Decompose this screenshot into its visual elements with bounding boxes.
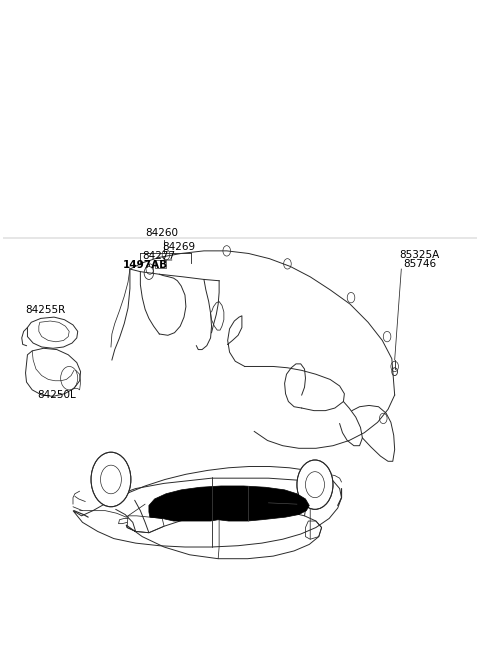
Polygon shape <box>149 486 309 521</box>
Text: 85325A: 85325A <box>399 250 440 260</box>
Text: 84269: 84269 <box>162 242 195 252</box>
Text: 1497AB: 1497AB <box>123 260 168 271</box>
Circle shape <box>91 452 131 507</box>
Text: 84260: 84260 <box>145 228 178 238</box>
Text: 84277: 84277 <box>143 251 176 261</box>
Bar <box>155 260 166 268</box>
Text: 85746: 85746 <box>403 259 436 269</box>
Circle shape <box>297 460 333 510</box>
Text: 84255R: 84255R <box>25 305 66 314</box>
Polygon shape <box>126 511 322 559</box>
Text: 84250L: 84250L <box>37 390 76 400</box>
